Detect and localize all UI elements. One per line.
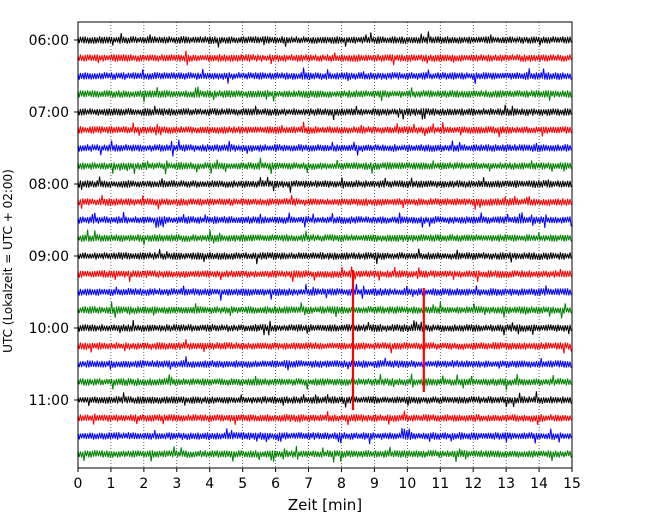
x-tick-label: 9 bbox=[370, 476, 379, 492]
x-axis-label: Zeit [min] bbox=[288, 496, 362, 514]
x-tick-label: 13 bbox=[497, 476, 515, 492]
y-tick-label: 10:00 bbox=[29, 321, 69, 337]
x-tick-label: 3 bbox=[172, 476, 181, 492]
trace-0930 bbox=[77, 283, 572, 301]
trace-0730 bbox=[77, 139, 572, 157]
trace-0645 bbox=[77, 86, 572, 103]
y-tick-label: 06:00 bbox=[29, 33, 69, 49]
trace-0745 bbox=[77, 157, 572, 175]
trace-0845 bbox=[77, 229, 572, 246]
y-axis-label: UTC (Lokalzeit = UTC + 02:00) bbox=[1, 169, 15, 353]
y-axis-ticks: 06:00 07:00 08:00 09:00 10:00 11:00 bbox=[29, 33, 78, 409]
trace-1000 bbox=[77, 319, 572, 336]
y-tick-label: 08:00 bbox=[29, 177, 69, 193]
x-tick-label: 14 bbox=[530, 476, 548, 492]
x-tick-label: 5 bbox=[238, 476, 247, 492]
trace-0630 bbox=[77, 67, 572, 85]
trace-0945 bbox=[77, 301, 572, 319]
x-tick-label: 4 bbox=[205, 476, 214, 492]
x-tick-label: 8 bbox=[337, 476, 346, 492]
x-tick-label: 2 bbox=[139, 476, 148, 492]
trace-0615 bbox=[77, 50, 572, 66]
trace-0830 bbox=[77, 211, 572, 229]
x-axis-ticks: 0 1 2 3 4 5 6 7 8 9 10 11 12 13 14 15 bbox=[74, 468, 581, 492]
trace-0915 bbox=[77, 266, 572, 283]
traces bbox=[77, 31, 572, 463]
trace-1130 bbox=[77, 427, 572, 445]
x-tick-label: 10 bbox=[398, 476, 416, 492]
trace-1015 bbox=[77, 339, 572, 354]
trace-1115 bbox=[77, 410, 572, 426]
x-tick-label: 0 bbox=[74, 476, 83, 492]
y-tick-label: 07:00 bbox=[29, 105, 69, 121]
x-tick-label: 7 bbox=[304, 476, 313, 492]
trace-1030 bbox=[77, 356, 572, 371]
trace-1145 bbox=[77, 446, 572, 463]
trace-0600 bbox=[77, 31, 572, 48]
x-tick-label: 12 bbox=[464, 476, 482, 492]
x-tick-label: 1 bbox=[106, 476, 115, 492]
trace-0715 bbox=[77, 121, 572, 138]
plot-frame bbox=[77, 21, 573, 469]
x-tick-label: 11 bbox=[431, 476, 449, 492]
x-tick-label: 6 bbox=[271, 476, 280, 492]
events bbox=[351, 270, 425, 410]
y-tick-label: 09:00 bbox=[29, 249, 69, 265]
grid-lines bbox=[110, 22, 540, 468]
trace-0800 bbox=[77, 176, 572, 193]
trace-0900 bbox=[77, 248, 572, 265]
trace-1100 bbox=[77, 391, 572, 408]
trace-0815 bbox=[77, 194, 572, 210]
y-tick-label: 11:00 bbox=[29, 393, 69, 409]
x-tick-label: 15 bbox=[563, 476, 581, 492]
trace-0700 bbox=[77, 104, 572, 121]
trace-1045 bbox=[77, 373, 572, 391]
